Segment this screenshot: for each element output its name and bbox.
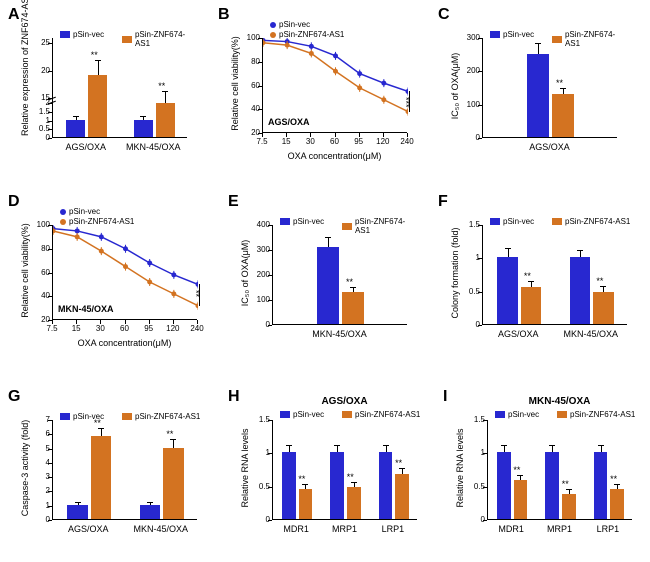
panel-D: DRelative cell viability(%)OXA concentra… [10,195,210,355]
panel-C: CIC₅₀ of OXA(μM)0100200300pSin-vecpSin-Z… [440,8,630,168]
panel-E: EIC₅₀ of OXA(μM)0100200300400pSin-vecpSi… [230,195,420,355]
panel-F: FColony formation (fold)00.511.5pSin-vec… [440,195,640,355]
panel-H: HRelative RNA levels00.511.5pSin-vecpSin… [230,390,430,550]
panel-B: BRelative cell viability(%)OXA concentra… [220,8,420,168]
panel-G: GCaspase-3 activity (fold)01234567pSin-v… [10,390,210,550]
panel-I: IRelative RNA levels00.511.5pSin-vecpSin… [445,390,645,550]
panel-A: ARelative expression of ZNF674-AS100.511… [10,8,200,168]
